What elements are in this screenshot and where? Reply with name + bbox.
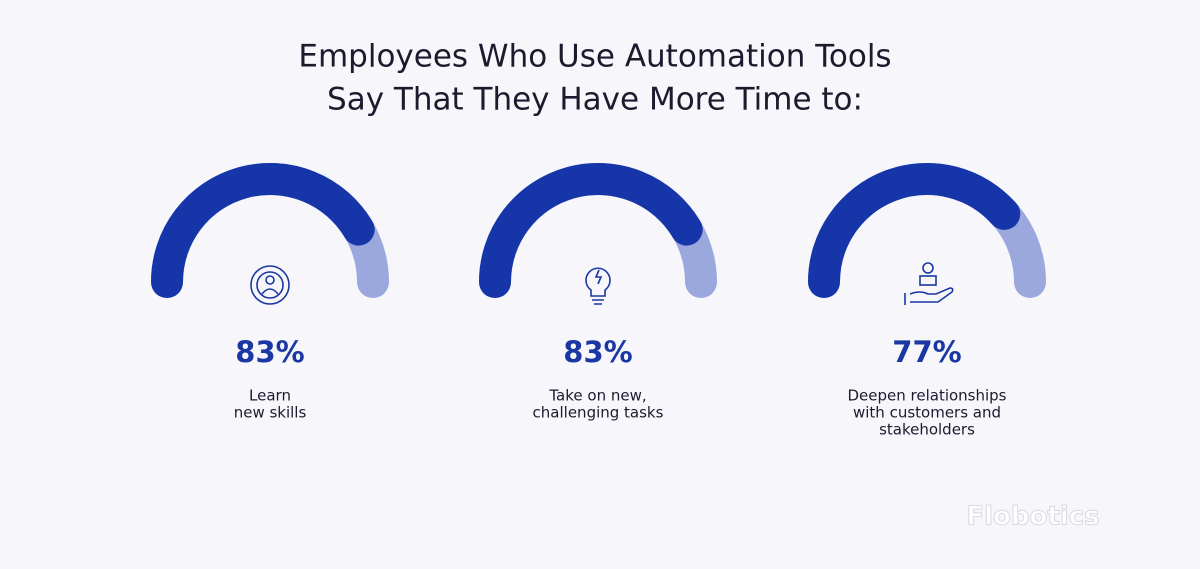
gauge-arc (808, 163, 1021, 298)
gauge-label: Take on new, (548, 387, 646, 405)
gauge-arc (479, 163, 703, 298)
brand-logo: Flobotics (966, 502, 1099, 532)
gauge-label: Learn (249, 387, 291, 405)
value-label: 83% (235, 335, 304, 369)
gauge-label: with customers and (853, 404, 1001, 422)
value-label: 83% (563, 335, 632, 369)
gauge-label: stakeholders (879, 421, 975, 439)
title-line: Say That They Have More Time to: (327, 82, 863, 118)
bulb-icon (585, 267, 611, 305)
gear-icon (250, 265, 290, 305)
hand-icon (904, 262, 954, 305)
gauge-arc (151, 163, 375, 298)
gauge-label: Deepen relationships (847, 387, 1006, 405)
gauge-label: challenging tasks (533, 404, 664, 422)
gauge-label: new skills (234, 404, 307, 422)
title-line: Employees Who Use Automation Tools (298, 39, 891, 75)
value-label: 77% (892, 335, 961, 369)
